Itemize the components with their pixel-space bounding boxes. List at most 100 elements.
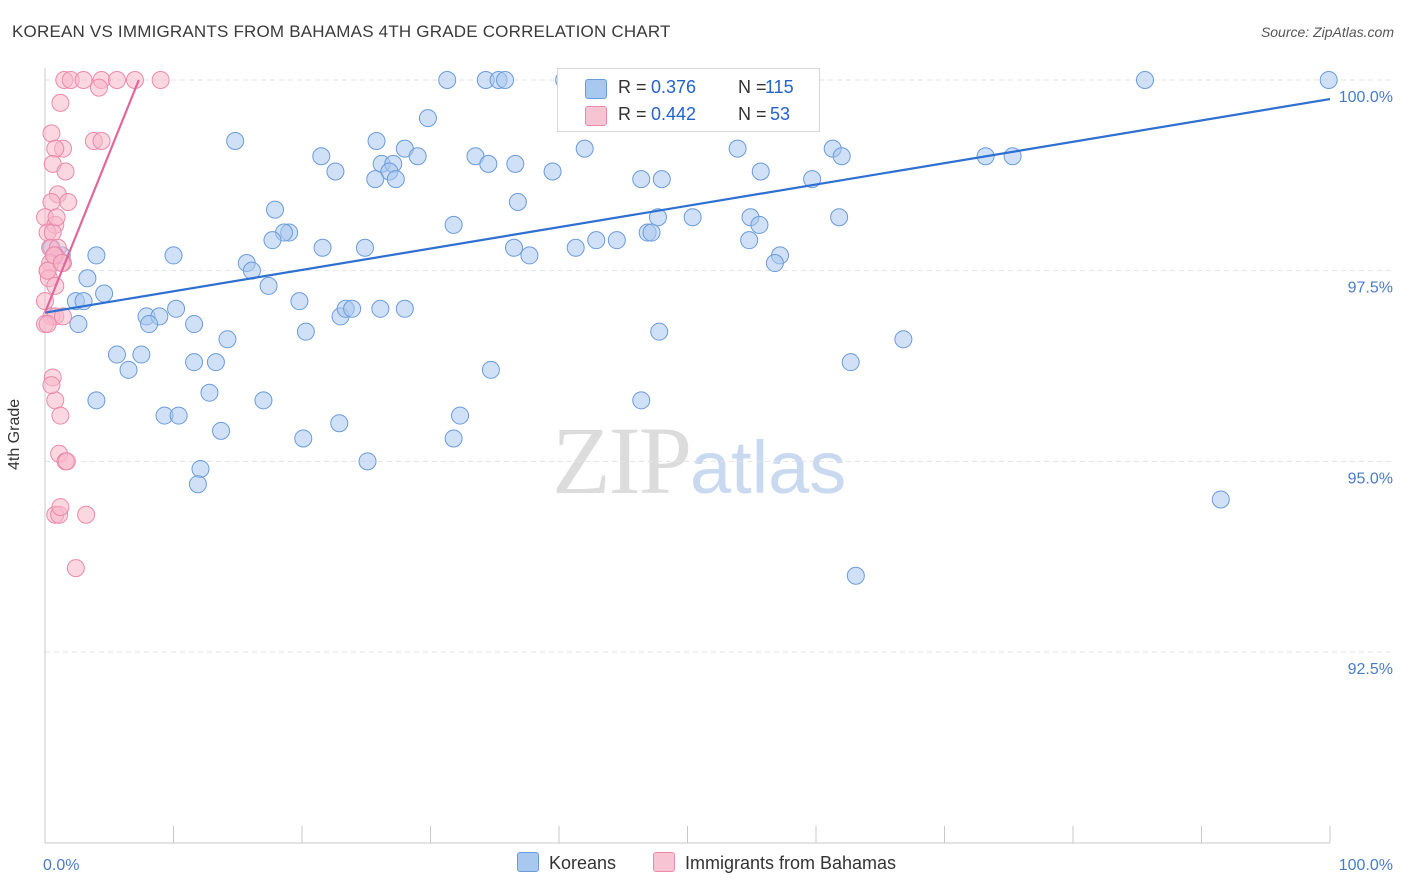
- y-tick-label: 95.0%: [1348, 470, 1393, 487]
- y-tick-label: 100.0%: [1339, 89, 1393, 106]
- bahamas-point: [47, 208, 66, 227]
- korean-trendline: [44, 97, 1331, 314]
- korean-point: [505, 238, 524, 257]
- korean-point: [343, 299, 362, 318]
- korean-point: [87, 391, 106, 410]
- korean-point: [506, 154, 525, 173]
- y-tick-label: 97.5%: [1348, 280, 1393, 297]
- bahamas-point: [74, 71, 93, 89]
- y-tick-label: 92.5%: [1348, 661, 1393, 678]
- korean-point: [408, 147, 427, 166]
- watermark: ZIPatlas: [552, 405, 846, 516]
- korean-point: [508, 193, 527, 212]
- korean-point: [185, 353, 204, 372]
- bahamas-point: [51, 93, 70, 112]
- watermark-atlas: atlas: [690, 426, 847, 509]
- korean-point: [188, 475, 207, 494]
- bottom-legend-label-bahamas: Immigrants from Bahamas: [685, 853, 897, 873]
- korean-point: [481, 360, 500, 379]
- korean-point: [169, 406, 188, 425]
- korean-point: [632, 391, 651, 410]
- korean-point: [444, 215, 463, 234]
- korean-point: [358, 452, 377, 471]
- korean-point: [69, 315, 88, 334]
- bottom-legend-swatch-bahamas: [653, 852, 675, 872]
- bahamas-point: [125, 71, 144, 89]
- korean-point: [566, 238, 585, 257]
- korean-point: [632, 170, 651, 189]
- korean-point: [259, 276, 278, 295]
- bahamas-point: [56, 162, 75, 181]
- korean-point: [395, 299, 414, 318]
- korean-point: [290, 292, 309, 311]
- bahamas-point: [42, 376, 61, 395]
- bahamas-point: [51, 498, 70, 517]
- legend-r-value-koreans: 0.376: [651, 77, 697, 97]
- source-label: Source: ZipAtlas.com: [1260, 24, 1394, 40]
- bahamas-point: [46, 139, 65, 158]
- korean-point: [294, 429, 313, 448]
- korean-point: [330, 414, 349, 433]
- bottom-legend-koreans[interactable]: Koreans: [517, 852, 616, 874]
- bahamas-trendline: [43, 79, 140, 314]
- bahamas-point: [42, 124, 61, 143]
- korean-point: [418, 109, 437, 128]
- bahamas-point: [107, 71, 126, 89]
- korean-point: [386, 170, 405, 189]
- legend-n-label: N =: [738, 77, 767, 97]
- bahamas-point: [42, 193, 61, 212]
- x-tick-label: 100.0%: [1339, 857, 1393, 874]
- korean-point: [587, 231, 606, 250]
- korean-point: [1211, 490, 1230, 509]
- bahamas-point: [151, 71, 170, 89]
- bahamas-point: [66, 559, 85, 578]
- korean-point: [520, 246, 539, 265]
- korean-point: [832, 147, 851, 166]
- korean-point: [650, 322, 669, 341]
- korean-point: [750, 215, 769, 234]
- korean-point: [263, 231, 282, 250]
- korean-point: [212, 421, 231, 440]
- bottom-legend-bahamas[interactable]: Immigrants from Bahamas: [653, 852, 896, 874]
- bahamas-point: [57, 452, 76, 471]
- bottom-legend-swatch-koreans: [517, 852, 539, 872]
- stats-legend: R = 0.376 N = 115 R = 0.442 N = 53: [557, 68, 820, 132]
- legend-r-label: R =: [618, 104, 647, 124]
- bahamas-point: [51, 406, 70, 425]
- watermark-zip: ZIP: [552, 407, 692, 514]
- korean-point: [132, 345, 151, 364]
- korean-point: [444, 429, 463, 448]
- korean-point: [479, 154, 498, 173]
- chart-title: KOREAN VS IMMIGRANTS FROM BAHAMAS 4TH GR…: [12, 22, 671, 41]
- korean-point: [751, 162, 770, 181]
- korean-point: [830, 208, 849, 227]
- x-tick-label: 0.0%: [43, 857, 79, 874]
- legend-row-bahamas: R = 0.442 N = 53: [558, 100, 819, 128]
- korean-point: [740, 231, 759, 250]
- korean-point: [607, 231, 626, 250]
- korean-point: [254, 391, 273, 410]
- korean-point: [167, 299, 186, 318]
- korean-point: [313, 238, 332, 257]
- korean-point: [140, 315, 159, 334]
- korean-point: [107, 345, 126, 364]
- legend-r-label: R =: [618, 77, 647, 97]
- bahamas-point: [53, 307, 72, 326]
- korean-point: [728, 139, 747, 158]
- korean-point: [438, 71, 457, 89]
- korean-point: [765, 254, 784, 273]
- bahamas-point: [46, 391, 65, 410]
- korean-point: [355, 238, 374, 257]
- legend-swatch-koreans: [585, 79, 607, 99]
- korean-point: [164, 246, 183, 265]
- bahamas-point: [77, 505, 96, 524]
- bottom-legend-label-koreans: Koreans: [549, 853, 617, 873]
- korean-point: [642, 223, 661, 242]
- bahamas-point: [89, 78, 108, 97]
- korean-point: [496, 71, 515, 89]
- korean-point: [648, 208, 667, 227]
- bahamas-point: [38, 315, 57, 334]
- korean-point: [683, 208, 702, 227]
- korean-point: [266, 200, 285, 219]
